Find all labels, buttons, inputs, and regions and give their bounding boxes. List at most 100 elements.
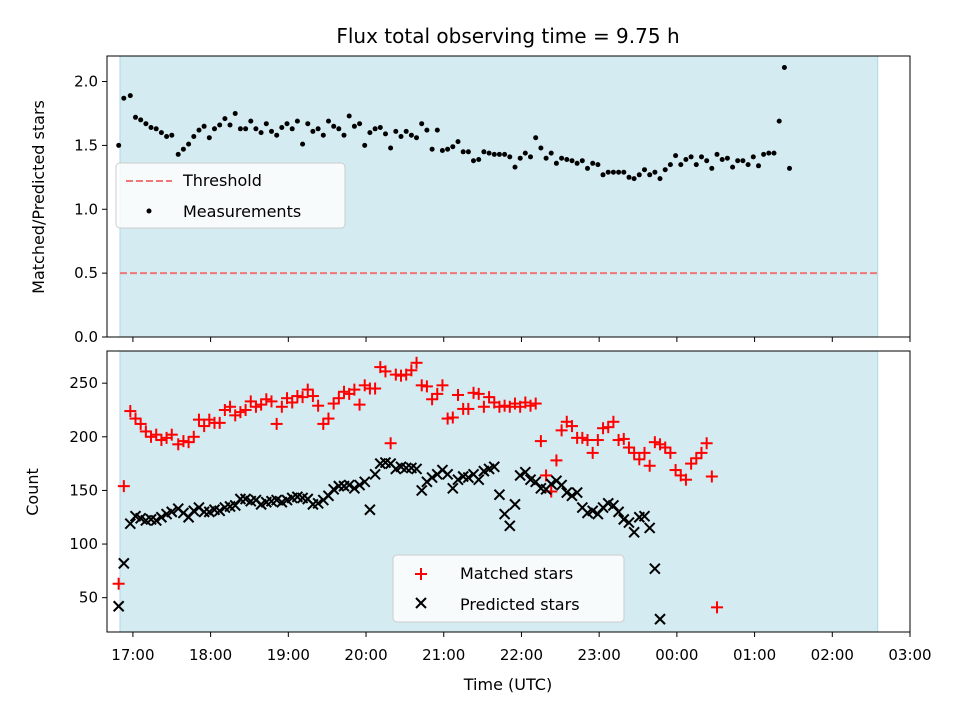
matched-stars-point [332, 392, 345, 405]
predicted-stars-point-b [353, 479, 366, 491]
measurements-point [683, 157, 689, 162]
measurements-point [471, 158, 476, 164]
matched-stars-point [700, 437, 713, 450]
predicted-stars-point-b [405, 462, 418, 474]
matched-stars-point [695, 446, 708, 459]
matched-stars-point [234, 406, 247, 419]
predicted-stars-point-b [618, 513, 630, 526]
predicted-stars-point [343, 479, 355, 491]
predicted-stars-point-b [504, 520, 516, 532]
measurements-point [439, 148, 445, 153]
bottom-count-panel: 50 100 150 200 250 17:00 18:00 19:00 20:00 21:00 2… [23, 350, 932, 694]
measurements-point [393, 128, 399, 134]
measurements-point [258, 130, 264, 136]
x-tick-label: 03:00 [888, 646, 931, 664]
matched-stars-point [483, 391, 496, 404]
matched-stars-point [155, 434, 168, 447]
predicted-stars-point-b [524, 473, 537, 486]
measurements-point [610, 169, 616, 175]
predicted-stars-point-b [302, 493, 314, 505]
measurements-point [486, 150, 492, 156]
measurements-point [699, 154, 704, 160]
matched-stars-point [384, 437, 397, 450]
matched-stars-point [685, 457, 698, 470]
matched-stars-point [524, 399, 537, 412]
measurements-point [756, 163, 761, 169]
predicted-stars-point-b [452, 473, 464, 486]
measurements-point [367, 130, 373, 136]
matched-stars-point [327, 397, 340, 410]
predicted-stars-point-b [208, 504, 221, 516]
measurements-point [269, 128, 274, 134]
measurements-point [636, 172, 642, 178]
measurements-point [434, 127, 440, 133]
x-tick-label: 02:00 [811, 646, 854, 664]
measurements-point [704, 158, 710, 164]
predicted-stars-point-b [643, 522, 656, 534]
top-legend-box [115, 162, 346, 229]
matched-stars-point [265, 395, 278, 408]
measurements-point [626, 174, 632, 180]
measurements-point [336, 126, 342, 132]
measurements-point [595, 162, 601, 168]
predicted-stars-point [312, 497, 324, 510]
predicted-stars-point-b [150, 514, 162, 527]
measurements-point [507, 154, 513, 160]
y-tick-label: 200 [69, 428, 98, 446]
measurements-point [116, 142, 122, 148]
predicted-stars-point [498, 508, 511, 520]
x-tick-label: 20:00 [344, 646, 387, 664]
threshold-legend-label: Threshold [182, 171, 262, 190]
measurements-point [745, 162, 751, 168]
matched-stars-point [198, 420, 211, 433]
measurements-point [740, 158, 746, 164]
predicted-stars-point [509, 498, 521, 511]
top-series-layer [116, 65, 878, 275]
predicted-stars-point-b [155, 511, 168, 523]
matched-stars-point [420, 380, 433, 393]
predicted-stars-point-b [333, 480, 345, 492]
measurements-point [253, 126, 259, 132]
measurements-point [158, 130, 164, 136]
matched-stars-point [493, 400, 506, 413]
measurements-point [408, 132, 414, 138]
predicted-stars-point [545, 478, 557, 490]
predicted-stars-point [488, 461, 500, 473]
matched-stars-point [317, 417, 330, 430]
predicted-stars-point-b [467, 468, 480, 481]
y-tick-label: 150 [69, 481, 98, 499]
predicted-stars-point-b [379, 456, 392, 469]
predicted-stars-point-b [296, 492, 309, 504]
predicted-stars-point [618, 513, 630, 526]
matched-stars-point [622, 441, 635, 454]
predicted-stars-point-b [124, 517, 137, 530]
matched-stars-point [306, 390, 319, 403]
predicted-stars-point [649, 563, 661, 575]
predicted-stars-point [654, 613, 666, 625]
measurements-point [538, 145, 544, 151]
measurements-point [331, 123, 337, 129]
measurements-point [429, 146, 435, 152]
y-tick-label: 0.0 [74, 328, 98, 346]
top-axes-ticks: 0.0 0.5 1.0 1.5 2.0 [74, 73, 911, 346]
predicted-stars-point [561, 486, 573, 499]
measurements-point [196, 127, 202, 133]
predicted-stars-point [416, 484, 428, 497]
predicted-stars-point-b [213, 505, 226, 517]
predicted-stars-point-b [447, 482, 459, 494]
measurements-point [284, 121, 290, 127]
predicted-stars-point-b [529, 476, 542, 488]
predicted-stars-point [400, 462, 412, 474]
predicted-stars-point-b [628, 526, 640, 538]
matched-stars-point [244, 395, 257, 408]
matched-stars-point [275, 400, 288, 413]
measurements-point [476, 157, 482, 162]
measurements-point [206, 135, 212, 141]
predicted-stars-point [234, 493, 247, 505]
matched-stars-point [628, 446, 641, 459]
predicted-stars-point [188, 505, 200, 517]
predicted-stars-point [150, 514, 162, 527]
measurements-point [512, 164, 518, 170]
matched-stars-point [659, 441, 672, 454]
measurements-point [263, 121, 269, 127]
